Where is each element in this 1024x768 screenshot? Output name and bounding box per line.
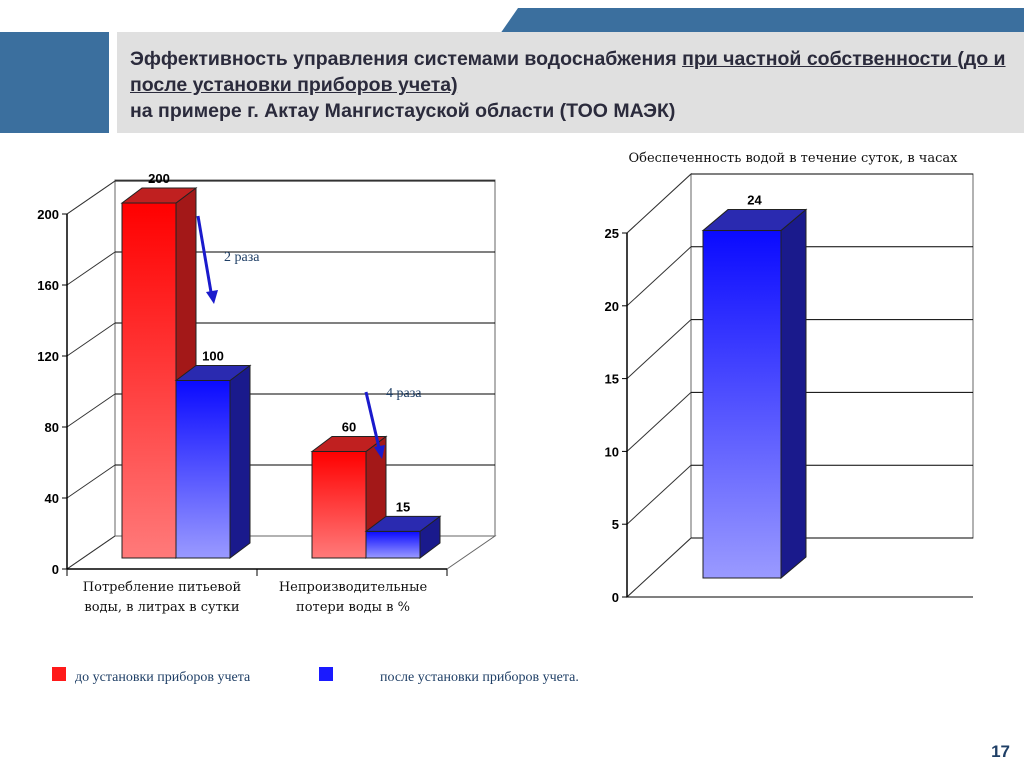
bar-hours-label: 24 (747, 193, 762, 208)
right-ytick-label: 20 (605, 299, 619, 314)
bar-before-0-label: 200 (148, 171, 170, 186)
chart-water-hours: 0 5 10 15 20 25 24 (605, 172, 974, 605)
right-side-wall (626, 172, 692, 599)
arrow-2x-head (206, 290, 218, 304)
bar-before-1-top (310, 436, 388, 452)
right-grid-diag (626, 392, 692, 452)
bar-after-0 (175, 380, 231, 559)
bar-after-1-top (364, 515, 442, 532)
left-grid-diag (66, 322, 116, 357)
left-ytick-label: 120 (37, 349, 59, 364)
left-ytick-label: 40 (45, 491, 59, 506)
right-grid-diag (626, 537, 692, 598)
bar-before-1-label: 60 (342, 420, 356, 435)
bar-after-0-side (229, 364, 251, 559)
legend-swatch-before (52, 667, 66, 681)
bar-before-0-top (120, 187, 198, 204)
bar-after-1-label: 15 (396, 499, 410, 514)
right-grid-diag (626, 319, 692, 379)
bar-after-0-top (174, 365, 252, 381)
bar-hours-top (701, 209, 808, 232)
page-number: 17 (991, 742, 1010, 761)
bar-before-1 (311, 451, 367, 559)
title-part1: Эффективность управления системами водос… (130, 48, 683, 70)
left-ytick-label: 0 (52, 562, 59, 577)
right-grid-diag (626, 246, 692, 307)
x-category-0: Потребление питьевой воды, в литрах в су… (82, 580, 242, 615)
left-grid-diag (66, 393, 116, 428)
left-grid-diag (66, 464, 116, 499)
left-grid-diag (66, 535, 116, 570)
right-ytick-label: 10 (605, 444, 619, 459)
arrow-4x (364, 391, 382, 453)
right-grid-diag (626, 464, 692, 525)
legend-swatch-after (319, 667, 333, 681)
legend-label-after: после установки приборов учета. (380, 670, 579, 685)
right-ytick-label: 25 (605, 226, 619, 241)
left-ytick-label: 200 (37, 207, 59, 222)
bar-after-0-label: 100 (202, 349, 224, 364)
header-left-block (0, 32, 109, 133)
header-tab (500, 8, 1024, 34)
bar-before-0 (121, 202, 177, 559)
left-side-wall (66, 180, 116, 570)
right-ytick-label: 0 (612, 590, 619, 605)
bar-hours (702, 230, 782, 579)
title-part3: на примере г. Актау Мангистауской област… (130, 100, 676, 122)
title-box (117, 32, 1024, 133)
left-ytick-label: 80 (45, 420, 59, 435)
legend-label-before: до установки приборов учета (75, 670, 251, 685)
chart-water-usage: 0 40 80 120 160 200 200 100 60 15 2 раза 4 раза (37, 171, 497, 577)
bar-hours-side (780, 208, 807, 580)
right-ytick-label: 15 (605, 372, 619, 387)
bar-after-1 (365, 530, 421, 559)
annotation-4x: 4 раза (386, 386, 422, 401)
x-category-1: Непроизводительные потери воды в % (278, 580, 428, 615)
slide-title: Эффективность управления системами водос… (130, 46, 1010, 124)
right-ytick-label: 5 (612, 517, 619, 532)
left-ytick-label: 160 (37, 278, 59, 293)
arrow-2x (196, 215, 214, 299)
arrow-4x-head (374, 445, 385, 459)
annotation-2x: 2 раза (224, 250, 260, 265)
right-grid-diag (626, 173, 692, 234)
title-part2: при частной собственности (до и после ус… (130, 48, 1006, 96)
left-grid-diag (66, 251, 116, 286)
right-chart-title: Обеспеченность водой в течение суток, в … (629, 151, 959, 166)
left-grid-diag (66, 180, 116, 215)
